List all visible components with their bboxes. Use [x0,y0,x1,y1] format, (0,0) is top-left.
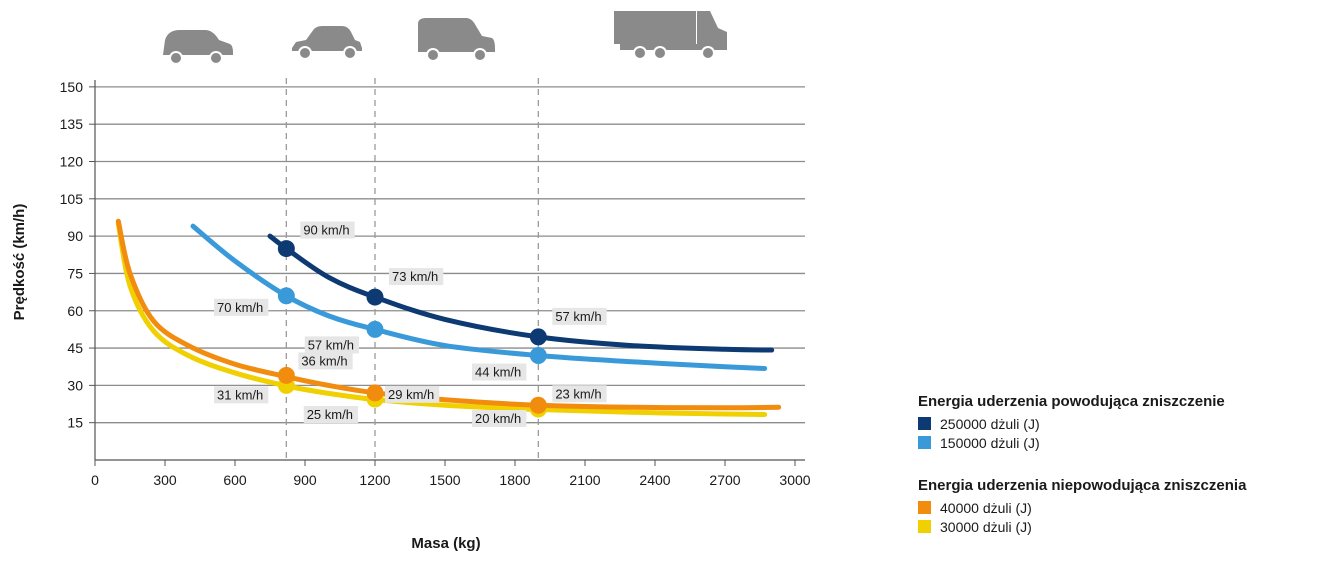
y-tick-label: 105 [60,191,84,207]
legend-swatch [918,520,931,533]
data-point [277,287,295,305]
x-tick-label: 1200 [359,472,390,488]
y-tick-label: 45 [67,340,83,356]
truck-icon [614,11,696,44]
series-line [115,218,782,411]
data-label-bg [552,307,607,325]
small-car-icon [163,30,233,55]
data-label: 90 km/h [303,223,349,238]
legend: Energia uderzenia powodująca zniszczenie… [918,393,1338,561]
data-label-bg [303,406,358,424]
data-label-bg [214,298,269,316]
data-point [277,240,295,258]
gridlines [95,86,805,424]
data-label-bg [472,363,527,381]
x-tick-label: 900 [293,472,317,488]
data-label-bg [304,336,359,354]
wheel [428,50,438,60]
data-label: 31 km/h [217,387,263,402]
data-point [366,320,384,338]
legend-swatch [918,417,931,430]
wheel [635,48,645,58]
wheel [171,53,181,63]
y-tick-label: 90 [67,228,83,244]
legend-label: 30000 dżuli (J) [940,518,1032,535]
data-label-bg [300,221,355,239]
legend-label: 150000 dżuli (J) [940,434,1040,451]
x-tick-label: 0 [91,472,99,488]
data-label: 29 km/h [388,387,434,402]
data-point [529,347,547,365]
series-line [190,223,768,371]
legend-item: 250000 dżuli (J) [918,414,1338,433]
y-tick-label: 60 [67,303,83,319]
legend-item: 40000 dżuli (J) [918,498,1338,517]
x-tick-label: 2400 [639,472,670,488]
data-label-bg [472,410,527,428]
legend-swatch [918,436,931,449]
y-tick-label: 30 [67,377,83,393]
x-tick-label: 3000 [779,472,810,488]
data-label: 23 km/h [555,386,601,401]
y-tick-label: 75 [67,265,83,281]
data-point [529,328,547,346]
data-label: 70 km/h [217,300,263,315]
y-axis-title: Prędkość (km/h) [11,204,28,321]
data-point [366,384,384,402]
data-label: 25 km/h [307,407,353,422]
data-label-bg [389,268,444,286]
data-label: 57 km/h [555,309,601,324]
x-tick-label: 600 [223,472,247,488]
wheel [655,48,665,58]
legend-group-destructive: Energia uderzenia powodująca zniszczenie… [918,393,1338,452]
compact-car-icon [292,26,362,51]
y-tick-label: 15 [67,415,83,431]
vehicle-icons [163,11,727,65]
wheel [300,48,310,58]
legend-group-non-destructive: Energia uderzenia niepowodująca zniszcze… [918,477,1338,536]
series-line [115,221,768,417]
wheel [703,48,713,58]
data-label-bg [214,386,269,404]
data-labels: 90 km/h 73 km/h 57 km/h 70 km/h 57 km/h 44 km… [214,221,607,428]
legend-title: Energia uderzenia niepowodująca zniszcze… [918,477,1247,494]
data-point [277,366,295,384]
x-tick-label: 1500 [429,472,460,488]
legend-label: 250000 dżuli (J) [940,415,1040,432]
legend-title: Energia uderzenia powodująca zniszczenie [918,393,1225,410]
truck-cab [697,11,727,50]
wheel [475,50,485,60]
legend-item: 30000 dżuli (J) [918,517,1338,536]
series-lines [115,218,782,418]
y-tick-label: 150 [60,79,84,95]
data-label: 36 km/h [301,353,347,368]
legend-item: 150000 dżuli (J) [918,433,1338,452]
data-label-bg [385,385,440,403]
x-axis-title: Masa (kg) [411,535,480,552]
data-point [366,288,384,306]
data-label-bg [552,385,607,403]
data-label: 20 km/h [475,411,521,426]
x-tick-label: 1800 [499,472,530,488]
data-label-bg [298,352,353,370]
data-point [529,396,547,414]
data-label: 57 km/h [308,337,354,352]
x-tick-label: 2100 [569,472,600,488]
wheel [211,53,221,63]
legend-label: 40000 dżuli (J) [940,499,1032,516]
wheel [345,48,355,58]
y-tick-label: 135 [60,116,84,132]
data-label: 44 km/h [475,365,521,380]
y-tick-label: 120 [60,154,84,170]
suv-icon [418,18,495,52]
x-tick-label: 300 [153,472,177,488]
legend-swatch [918,501,931,514]
x-tick-label: 2700 [709,472,740,488]
data-label: 73 km/h [392,269,438,284]
vehicle-class-dividers [285,78,539,460]
series-line [267,233,775,353]
